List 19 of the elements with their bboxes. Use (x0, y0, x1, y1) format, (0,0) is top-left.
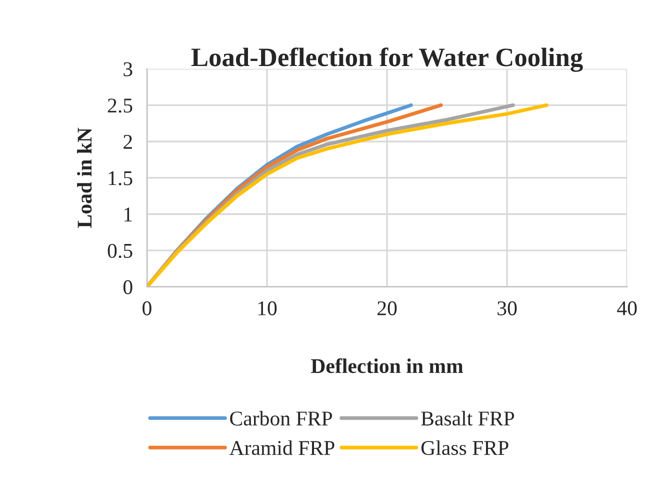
y-tick-label: 0 (123, 280, 132, 294)
x-tick-label: 0 (142, 301, 152, 316)
x-axis-title: Deflection in mm (311, 358, 464, 374)
x-tick-label: 30 (498, 301, 517, 316)
legend-label: Glass FRP (421, 440, 508, 456)
x-tick-label: 10 (258, 301, 277, 316)
y-tick-label: 2 (124, 134, 132, 149)
y-axis-title: Load in kN (77, 128, 92, 228)
y-tick-label: 3 (124, 62, 132, 76)
legend-label: Aramid FRP (229, 440, 334, 456)
y-tick-label: 1.5 (108, 171, 132, 186)
x-tick-label: 20 (378, 301, 397, 316)
y-tick-label: 0.5 (108, 244, 132, 258)
chart-title: Load-Deflection for Water Cooling (191, 47, 583, 72)
y-tick-label: 1 (124, 208, 132, 222)
legend-label: Basalt FRP (421, 410, 514, 426)
legend-label: Carbon FRP (230, 410, 332, 426)
x-tick-label: 40 (617, 301, 637, 316)
y-tick-label: 2.5 (108, 98, 132, 113)
